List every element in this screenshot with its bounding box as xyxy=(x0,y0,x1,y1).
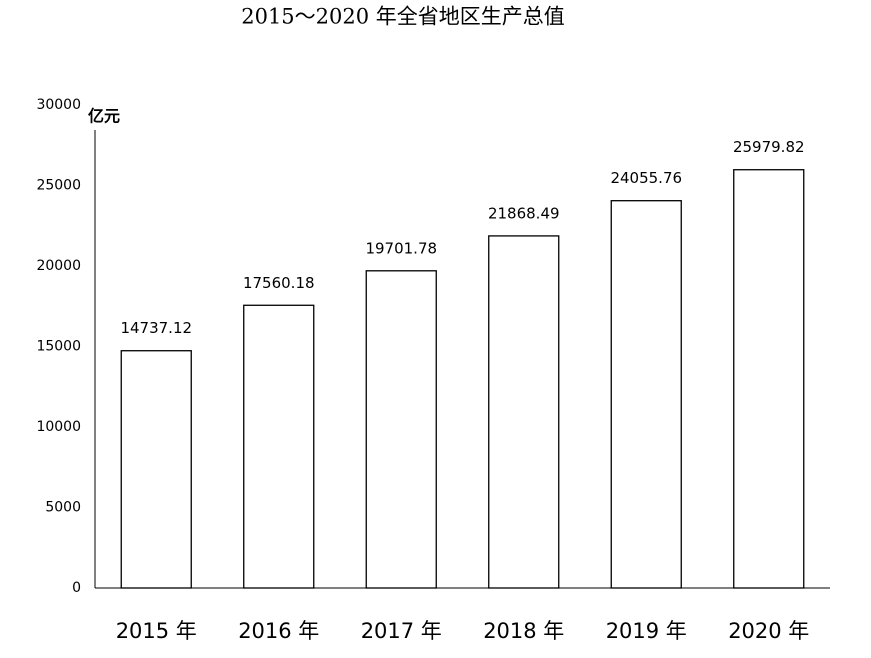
y-tick-label: 25000 xyxy=(36,178,81,194)
chart-title: 2015～2020 年全省地区生产总值 xyxy=(241,5,565,29)
x-tick-label: 2020 年 xyxy=(728,619,809,643)
bar xyxy=(610,200,682,589)
y-axis-unit: 亿元 xyxy=(88,107,120,126)
y-tick-label: 5000 xyxy=(45,500,81,516)
y-tick-label: 0 xyxy=(72,580,81,596)
bar xyxy=(488,235,560,589)
x-tick-label: 2019 年 xyxy=(606,619,687,643)
x-tick-label: 2018 年 xyxy=(483,619,564,643)
data-label: 17560.18 xyxy=(243,274,315,292)
data-label: 25979.82 xyxy=(733,138,805,156)
bar xyxy=(120,350,192,589)
bar xyxy=(243,304,315,589)
data-label: 19701.78 xyxy=(365,239,437,257)
data-label: 21868.49 xyxy=(488,204,560,222)
data-label: 14737.12 xyxy=(120,319,192,337)
x-tick-label: 2017 年 xyxy=(361,619,442,643)
bar xyxy=(733,169,805,589)
bar xyxy=(365,270,437,589)
x-tick-label: 2016 年 xyxy=(238,619,319,643)
y-tick-label: 30000 xyxy=(36,97,81,113)
data-label: 24055.76 xyxy=(610,169,682,187)
y-tick-label: 10000 xyxy=(36,419,81,435)
y-tick-label: 15000 xyxy=(36,339,81,355)
x-tick-label: 2015 年 xyxy=(116,619,197,643)
y-tick-label: 20000 xyxy=(36,258,81,274)
